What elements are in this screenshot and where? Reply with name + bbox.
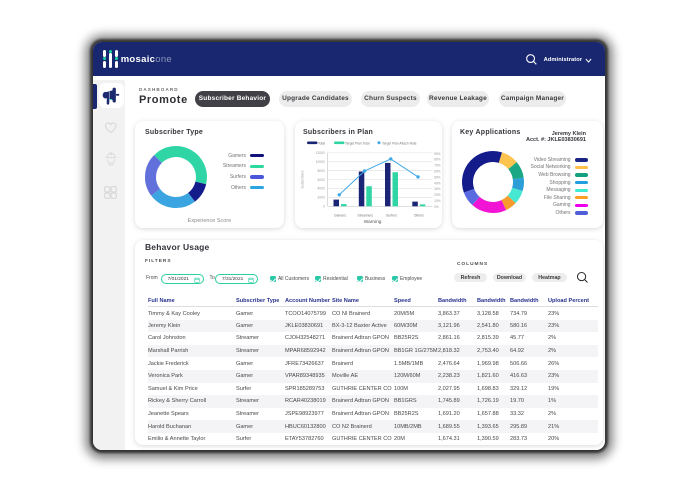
svg-text:Streamers: Streamers [357, 213, 373, 217]
svg-text:Surfers: Surfers [386, 213, 397, 217]
svg-text:20%: 20% [434, 193, 441, 197]
svg-text:0%: 0% [434, 205, 439, 209]
svg-text:10000: 10000 [316, 160, 325, 164]
svg-text:90%: 90% [434, 152, 441, 156]
svg-text:80%: 80% [434, 158, 441, 162]
svg-text:Others: Others [414, 213, 424, 217]
svg-text:50%: 50% [434, 175, 441, 179]
svg-text:Target Plan Attach Rate: Target Plan Attach Rate [382, 141, 417, 145]
svg-text:8000: 8000 [317, 169, 324, 173]
svg-text:60%: 60% [434, 169, 441, 173]
svg-text:6000: 6000 [317, 178, 324, 182]
svg-text:4000: 4000 [317, 187, 324, 191]
svg-text:10%: 10% [434, 199, 441, 203]
svg-text:30%: 30% [434, 187, 441, 191]
svg-text:70%: 70% [434, 164, 441, 168]
svg-text:Subscribers: Subscribers [300, 170, 304, 188]
svg-text:Warning: Warning [364, 219, 382, 225]
svg-text:40%: 40% [434, 181, 441, 185]
svg-text:Target Plan Total: Target Plan Total [345, 141, 370, 145]
svg-text:2000: 2000 [317, 196, 324, 200]
svg-text:Gamers: Gamers [334, 213, 346, 217]
svg-text:Total: Total [318, 141, 325, 145]
svg-text:0: 0 [323, 204, 325, 208]
svg-text:12000: 12000 [316, 151, 325, 155]
